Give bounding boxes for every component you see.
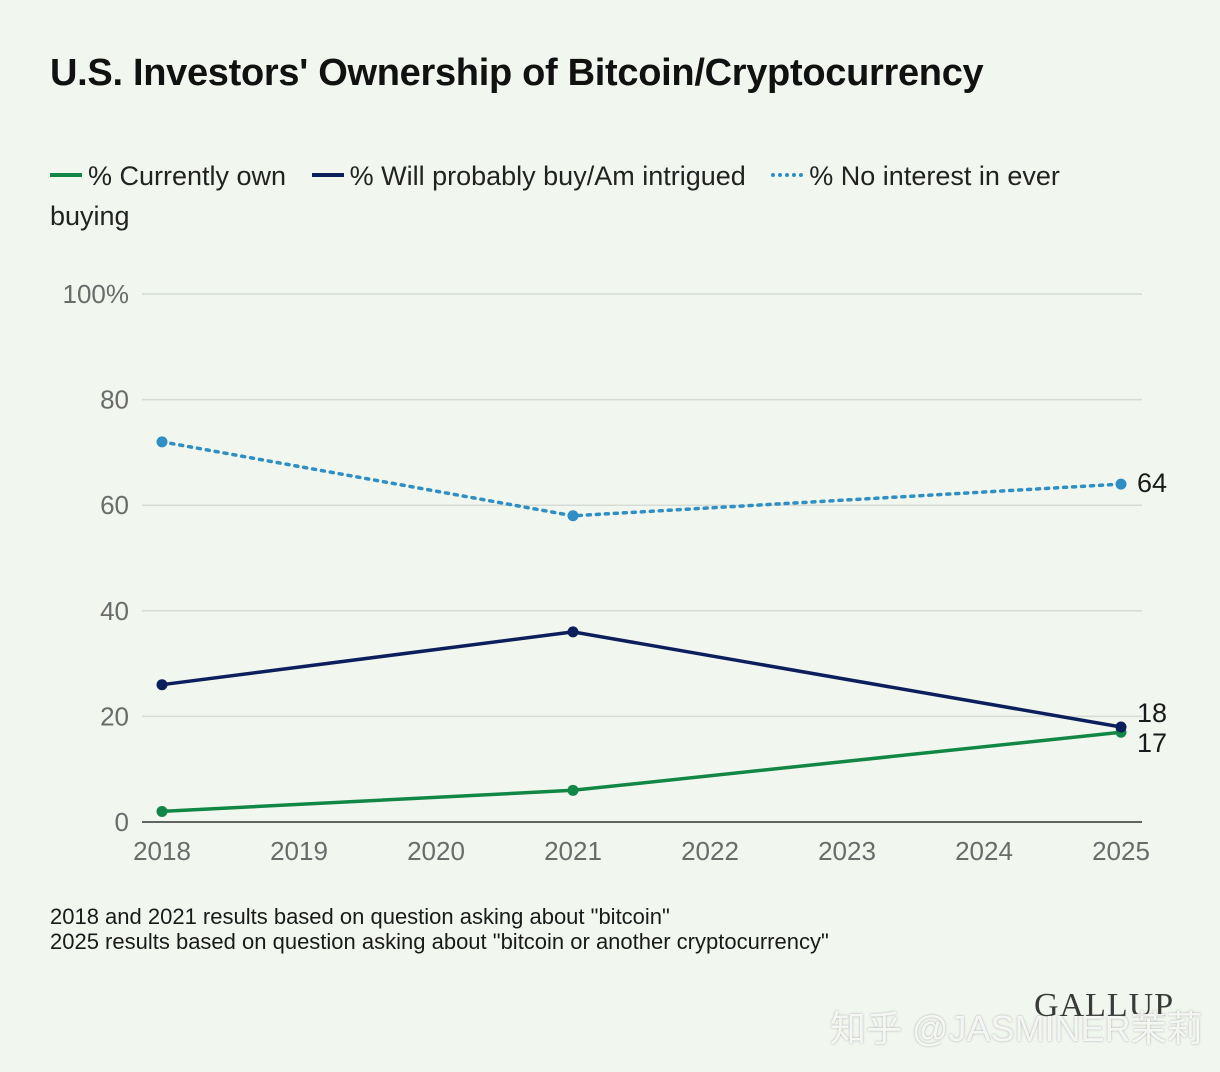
x-tick-label: 2021 (544, 836, 602, 866)
data-point (567, 784, 579, 796)
data-point (1115, 478, 1127, 490)
x-tick-label: 2020 (407, 836, 465, 866)
x-tick-label: 2019 (270, 836, 328, 866)
x-tick-label: 2022 (681, 836, 739, 866)
legend-item-no-interest: % No interest in ever buying (50, 161, 1060, 231)
footnotes: 2018 and 2021 results based on question … (50, 904, 829, 954)
data-point (567, 626, 579, 638)
y-tick-label: 60 (100, 490, 129, 520)
end-value-label: 18 (1137, 698, 1167, 728)
data-point (567, 510, 579, 522)
data-point (156, 679, 168, 691)
legend-label: % Will probably buy/Am intrigued (349, 161, 746, 191)
x-tick-label: 2025 (1092, 836, 1150, 866)
legend-label: % No interest in ever buying (50, 161, 1060, 231)
end-value-label: 17 (1137, 728, 1167, 758)
chart-title: U.S. Investors' Ownership of Bitcoin/Cry… (50, 52, 984, 94)
series-line (161, 730, 1122, 814)
legend: % Currently own % Will probably buy/Am i… (50, 156, 1130, 236)
legend-label: % Currently own (88, 161, 287, 191)
data-point (1115, 721, 1127, 733)
x-tick-label: 2018 (133, 836, 191, 866)
end-value-label: 64 (1137, 468, 1167, 498)
series-line (161, 630, 1122, 729)
legend-item-will-buy: % Will probably buy/Am intrigued (311, 161, 746, 191)
legend-swatch-navy (311, 172, 344, 177)
footnote: 2018 and 2021 results based on question … (50, 904, 670, 929)
legend-item-currently-own: % Currently own (50, 161, 286, 191)
watermark: 知乎 @JASMINER茉莉 (830, 1008, 1203, 1049)
y-tick-label: 40 (100, 596, 129, 626)
legend-swatch-dotted (771, 172, 804, 177)
y-tick-label: 80 (100, 385, 129, 415)
footnote: 2025 results based on question asking ab… (50, 929, 829, 954)
legend-swatch-green (50, 172, 82, 177)
data-point (156, 436, 168, 448)
data-point (156, 805, 168, 817)
x-tick-label: 2023 (818, 836, 876, 866)
gallup-logo: GALLUP (1034, 987, 1175, 1024)
x-tick-label: 2024 (955, 836, 1013, 866)
y-tick-label: 20 (100, 701, 129, 731)
y-tick-label: 100% (63, 279, 130, 309)
y-tick-label: 0 (115, 807, 129, 837)
